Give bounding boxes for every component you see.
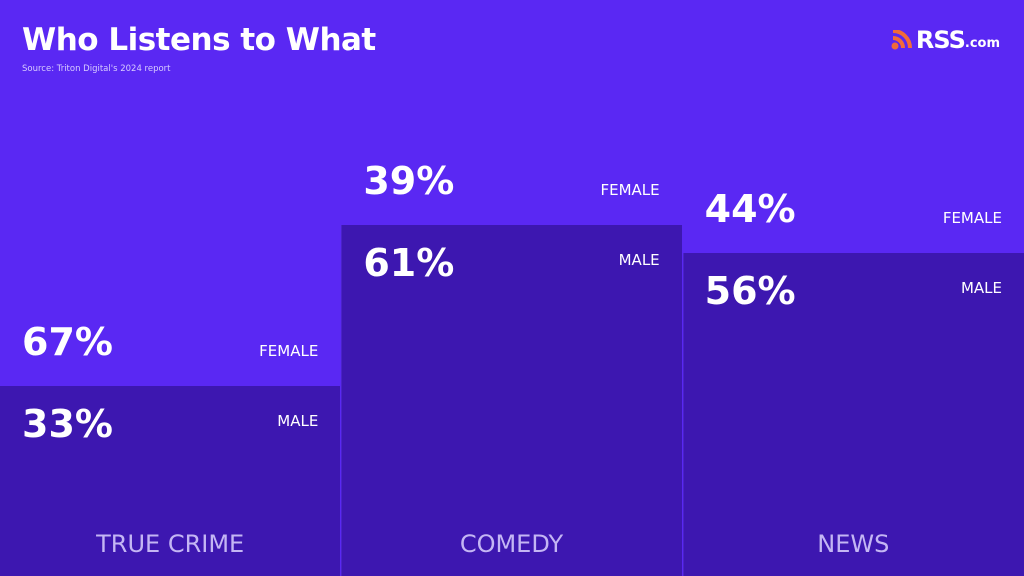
page-title: Who Listens to What <box>22 22 376 58</box>
category-label: TRUE CRIME <box>96 530 245 558</box>
male-bar <box>341 224 682 576</box>
female-label: FEMALE <box>942 209 1002 228</box>
category-label: NEWS <box>817 530 890 558</box>
male-label: MALE <box>960 279 1002 298</box>
column-true-crime: 67% FEMALE 33% MALE TRUE CRIME <box>0 0 341 576</box>
female-percent: 67% <box>22 319 113 364</box>
logo-text: RSS <box>915 26 966 54</box>
male-label: MALE <box>618 250 660 269</box>
male-percent: 33% <box>22 401 113 446</box>
source-note: Source: Triton Digital's 2024 report <box>22 64 171 74</box>
rss-feed-icon <box>891 30 912 50</box>
male-percent: 56% <box>704 269 796 314</box>
rss-logo: RSS .com <box>891 28 1000 52</box>
male-bar <box>682 253 1024 576</box>
male-label: MALE <box>277 411 319 430</box>
female-percent: 44% <box>704 187 796 232</box>
male-bar <box>0 385 341 576</box>
column-news: 44% FEMALE 56% MALE NEWS <box>682 0 1024 576</box>
female-percent: 39% <box>363 158 455 203</box>
logo-suffix: .com <box>964 36 1000 51</box>
category-label: COMEDY <box>459 530 564 558</box>
female-label: FEMALE <box>600 180 660 199</box>
column-comedy: 39% FEMALE 61% MALE COMEDY <box>341 0 682 576</box>
male-percent: 61% <box>363 240 455 285</box>
female-label: FEMALE <box>259 341 319 360</box>
